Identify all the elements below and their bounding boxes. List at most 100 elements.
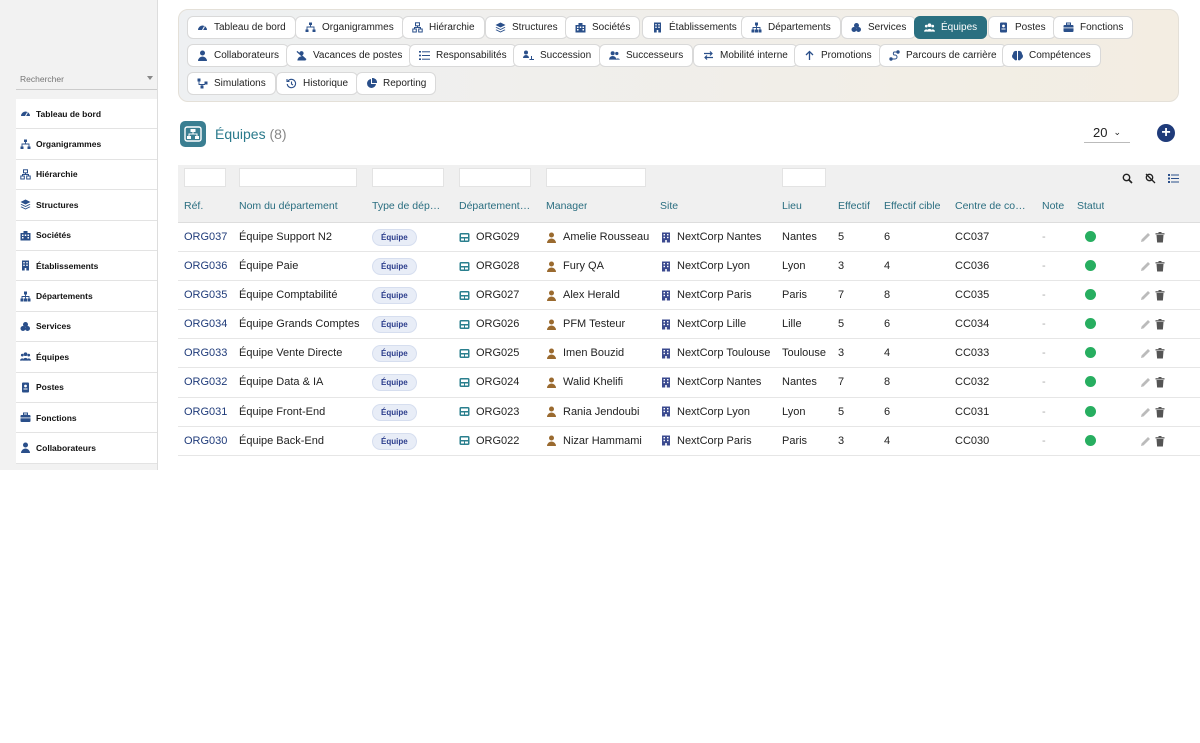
nav-button-row2-3[interactable]: Responsabilités	[409, 44, 517, 67]
row-site[interactable]: NextCorp Lyon	[660, 260, 750, 272]
column-filter-input[interactable]	[782, 168, 826, 187]
edit-icon[interactable]	[1140, 317, 1151, 335]
nav-button-row1-11[interactable]: Fonctions	[1053, 16, 1134, 39]
column-header[interactable]: Type de dép…	[372, 200, 441, 212]
sidebar-item-6[interactable]: Établissements	[16, 251, 157, 282]
table-row[interactable]: ORG035 Équipe Comptabilité Équipe ORG027 Ale…	[178, 281, 1200, 311]
sidebar-item-8[interactable]: Services	[16, 312, 157, 343]
row-site[interactable]: NextCorp Nantes	[660, 376, 761, 388]
row-site[interactable]: NextCorp Lille	[660, 318, 746, 330]
table-row[interactable]: ORG036 Équipe Paie Équipe ORG028 Fury QA Next…	[178, 252, 1200, 282]
sidebar-item-12[interactable]: Collaborateurs	[16, 433, 157, 464]
clear-search-icon[interactable]	[1145, 171, 1156, 189]
nav-button-row3-2[interactable]: Historique	[276, 72, 359, 95]
nav-button-row2-4[interactable]: Succession	[513, 44, 602, 67]
nav-button-row2-9[interactable]: Compétences	[1002, 44, 1101, 67]
columns-list-icon[interactable]	[1168, 171, 1179, 189]
nav-button-row2-2[interactable]: Vacances de postes	[286, 44, 413, 67]
column-header[interactable]: Effectif	[838, 200, 870, 212]
column-filter-input[interactable]	[239, 168, 357, 187]
nav-button-row3-1[interactable]: Simulations	[187, 72, 276, 95]
column-filter-input[interactable]	[372, 168, 444, 187]
column-header[interactable]: Département…	[459, 200, 531, 212]
row-manager[interactable]: Nizar Hammami	[546, 435, 642, 447]
edit-icon[interactable]	[1140, 405, 1151, 423]
row-reference[interactable]: ORG036	[184, 260, 228, 273]
table-row[interactable]: ORG031 Équipe Front-End Équipe ORG023 Rania …	[178, 398, 1200, 427]
table-row[interactable]: ORG037 Équipe Support N2 Équipe ORG029 Ameli…	[178, 223, 1200, 253]
edit-icon[interactable]	[1140, 375, 1151, 393]
column-header[interactable]: Effectif cible	[884, 200, 941, 212]
row-manager[interactable]: Rania Jendoubi	[546, 406, 639, 418]
nav-button-row2-7[interactable]: Promotions	[794, 44, 882, 67]
row-department[interactable]: ORG023	[459, 406, 519, 418]
chevron-down-icon[interactable]	[147, 76, 153, 80]
nav-button-row1-8[interactable]: Services	[841, 16, 917, 39]
row-department[interactable]: ORG027	[459, 289, 519, 301]
page-size-select[interactable]: 20 ⌄	[1084, 122, 1130, 143]
row-department[interactable]: ORG025	[459, 347, 519, 359]
row-manager[interactable]: Amelie Rousseau	[546, 231, 649, 243]
sidebar-search-input[interactable]	[16, 72, 136, 86]
row-department[interactable]: ORG028	[459, 260, 519, 272]
row-department[interactable]: ORG026	[459, 318, 519, 330]
sidebar-search[interactable]	[16, 72, 157, 90]
trash-icon[interactable]	[1155, 317, 1165, 335]
nav-button-row1-9[interactable]: Équipes	[914, 16, 988, 39]
nav-button-row1-4[interactable]: Structures	[485, 16, 568, 39]
row-manager[interactable]: Imen Bouzid	[546, 347, 624, 359]
table-row[interactable]: ORG030 Équipe Back-End Équipe ORG022 Nizar H…	[178, 427, 1200, 456]
table-row[interactable]: ORG034 Équipe Grands Comptes Équipe ORG026 P…	[178, 310, 1200, 340]
add-button[interactable]: +	[1157, 124, 1175, 142]
nav-button-row1-10[interactable]: Postes	[988, 16, 1056, 39]
column-header[interactable]: Centre de co…	[955, 200, 1026, 212]
column-header[interactable]: Site	[660, 200, 679, 212]
row-manager[interactable]: PFM Testeur	[546, 318, 625, 330]
edit-icon[interactable]	[1140, 230, 1151, 248]
row-site[interactable]: NextCorp Paris	[660, 289, 752, 301]
nav-button-row1-7[interactable]: Départements	[741, 16, 841, 39]
trash-icon[interactable]	[1155, 375, 1165, 393]
row-department[interactable]: ORG029	[459, 231, 519, 243]
nav-button-row2-5[interactable]: Successeurs	[599, 44, 694, 67]
column-header[interactable]: Lieu	[782, 200, 802, 212]
row-reference[interactable]: ORG035	[184, 289, 228, 302]
column-header[interactable]: Nom du département	[239, 200, 338, 212]
trash-icon[interactable]	[1155, 230, 1165, 248]
row-manager[interactable]: Walid Khelifi	[546, 376, 623, 388]
sidebar-item-11[interactable]: Fonctions	[16, 403, 157, 434]
search-icon[interactable]	[1122, 171, 1133, 189]
sidebar-item-7[interactable]: Départements	[16, 281, 157, 312]
row-department[interactable]: ORG024	[459, 376, 519, 388]
column-header[interactable]: Manager	[546, 200, 588, 212]
column-filter-input[interactable]	[546, 168, 646, 187]
row-site[interactable]: NextCorp Toulouse	[660, 347, 770, 359]
nav-button-row2-1[interactable]: Collaborateurs	[187, 44, 290, 67]
trash-icon[interactable]	[1155, 346, 1165, 364]
column-header[interactable]: Réf.	[184, 200, 204, 212]
column-header[interactable]: Statut	[1077, 200, 1105, 212]
row-site[interactable]: NextCorp Lyon	[660, 406, 750, 418]
sidebar-item-2[interactable]: Organigrammes	[16, 129, 157, 160]
nav-button-row1-6[interactable]: Établissements	[642, 16, 747, 39]
row-department[interactable]: ORG022	[459, 435, 519, 447]
sidebar-item-10[interactable]: Postes	[16, 373, 157, 403]
column-header[interactable]: Note	[1042, 200, 1065, 212]
trash-icon[interactable]	[1155, 288, 1165, 306]
table-row[interactable]: ORG032 Équipe Data & IA Équipe ORG024 Walid …	[178, 368, 1200, 398]
row-reference[interactable]: ORG031	[184, 405, 228, 418]
column-filter-input[interactable]	[459, 168, 531, 187]
row-reference[interactable]: ORG033	[184, 347, 228, 360]
trash-icon[interactable]	[1155, 405, 1165, 423]
sidebar-item-3[interactable]: Hiérarchie	[16, 160, 157, 191]
sidebar-item-4[interactable]: Structures	[16, 190, 157, 221]
edit-icon[interactable]	[1140, 346, 1151, 364]
row-site[interactable]: NextCorp Paris	[660, 435, 752, 447]
sidebar-item-9[interactable]: Équipes	[16, 342, 157, 373]
trash-icon[interactable]	[1155, 434, 1165, 452]
table-row[interactable]: ORG033 Équipe Vente Directe Équipe ORG025 Im…	[178, 339, 1200, 369]
row-site[interactable]: NextCorp Nantes	[660, 231, 761, 243]
row-manager[interactable]: Fury QA	[546, 260, 604, 272]
row-manager[interactable]: Alex Herald	[546, 289, 620, 301]
nav-button-row3-3[interactable]: Reporting	[356, 72, 437, 95]
